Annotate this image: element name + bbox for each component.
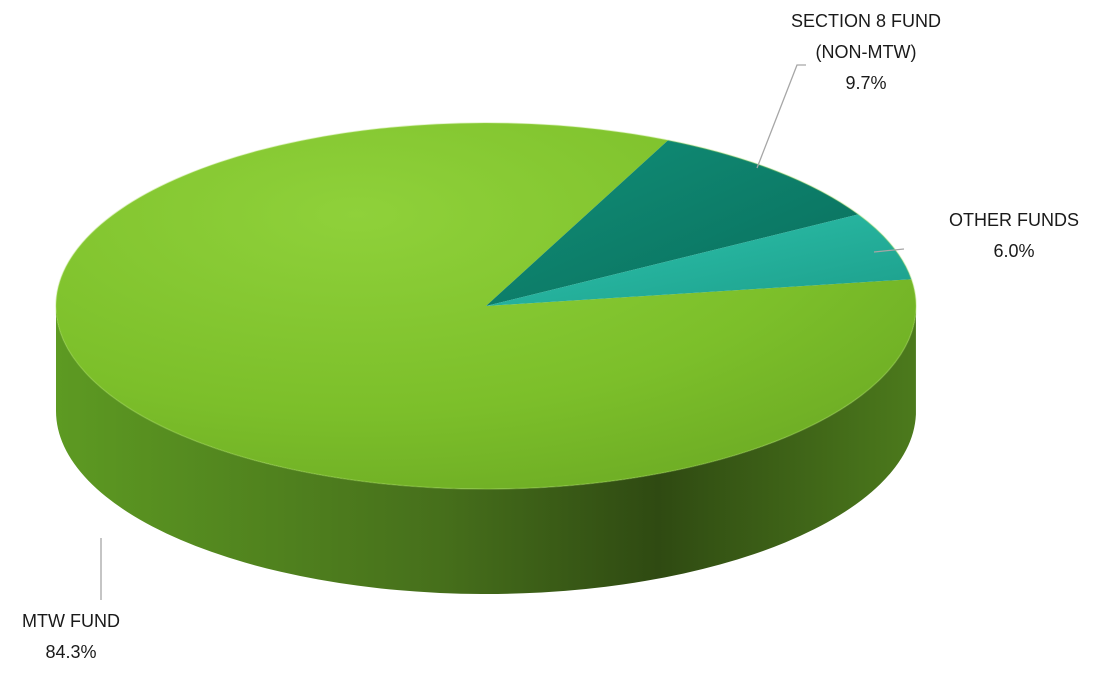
pie-body bbox=[56, 123, 916, 594]
data-label-other-funds-line: 6.0% bbox=[993, 241, 1034, 261]
data-label-mtw-fund-line: MTW FUND bbox=[22, 611, 120, 631]
leader-line-section-8-fund bbox=[757, 65, 806, 168]
data-label-section-8-fund-line: SECTION 8 FUND bbox=[791, 11, 941, 31]
data-label-other-funds-line: OTHER FUNDS bbox=[949, 210, 1079, 230]
data-label-section-8-fund-line: 9.7% bbox=[845, 73, 886, 93]
data-label-other-funds: OTHER FUNDS 6.0% bbox=[949, 210, 1079, 261]
data-label-section-8-fund: SECTION 8 FUND (NON-MTW) 9.7% bbox=[791, 11, 941, 93]
data-label-section-8-fund-line: (NON-MTW) bbox=[816, 42, 917, 62]
data-label-mtw-fund-line: 84.3% bbox=[45, 642, 96, 662]
data-label-mtw-fund: MTW FUND 84.3% bbox=[22, 611, 120, 662]
